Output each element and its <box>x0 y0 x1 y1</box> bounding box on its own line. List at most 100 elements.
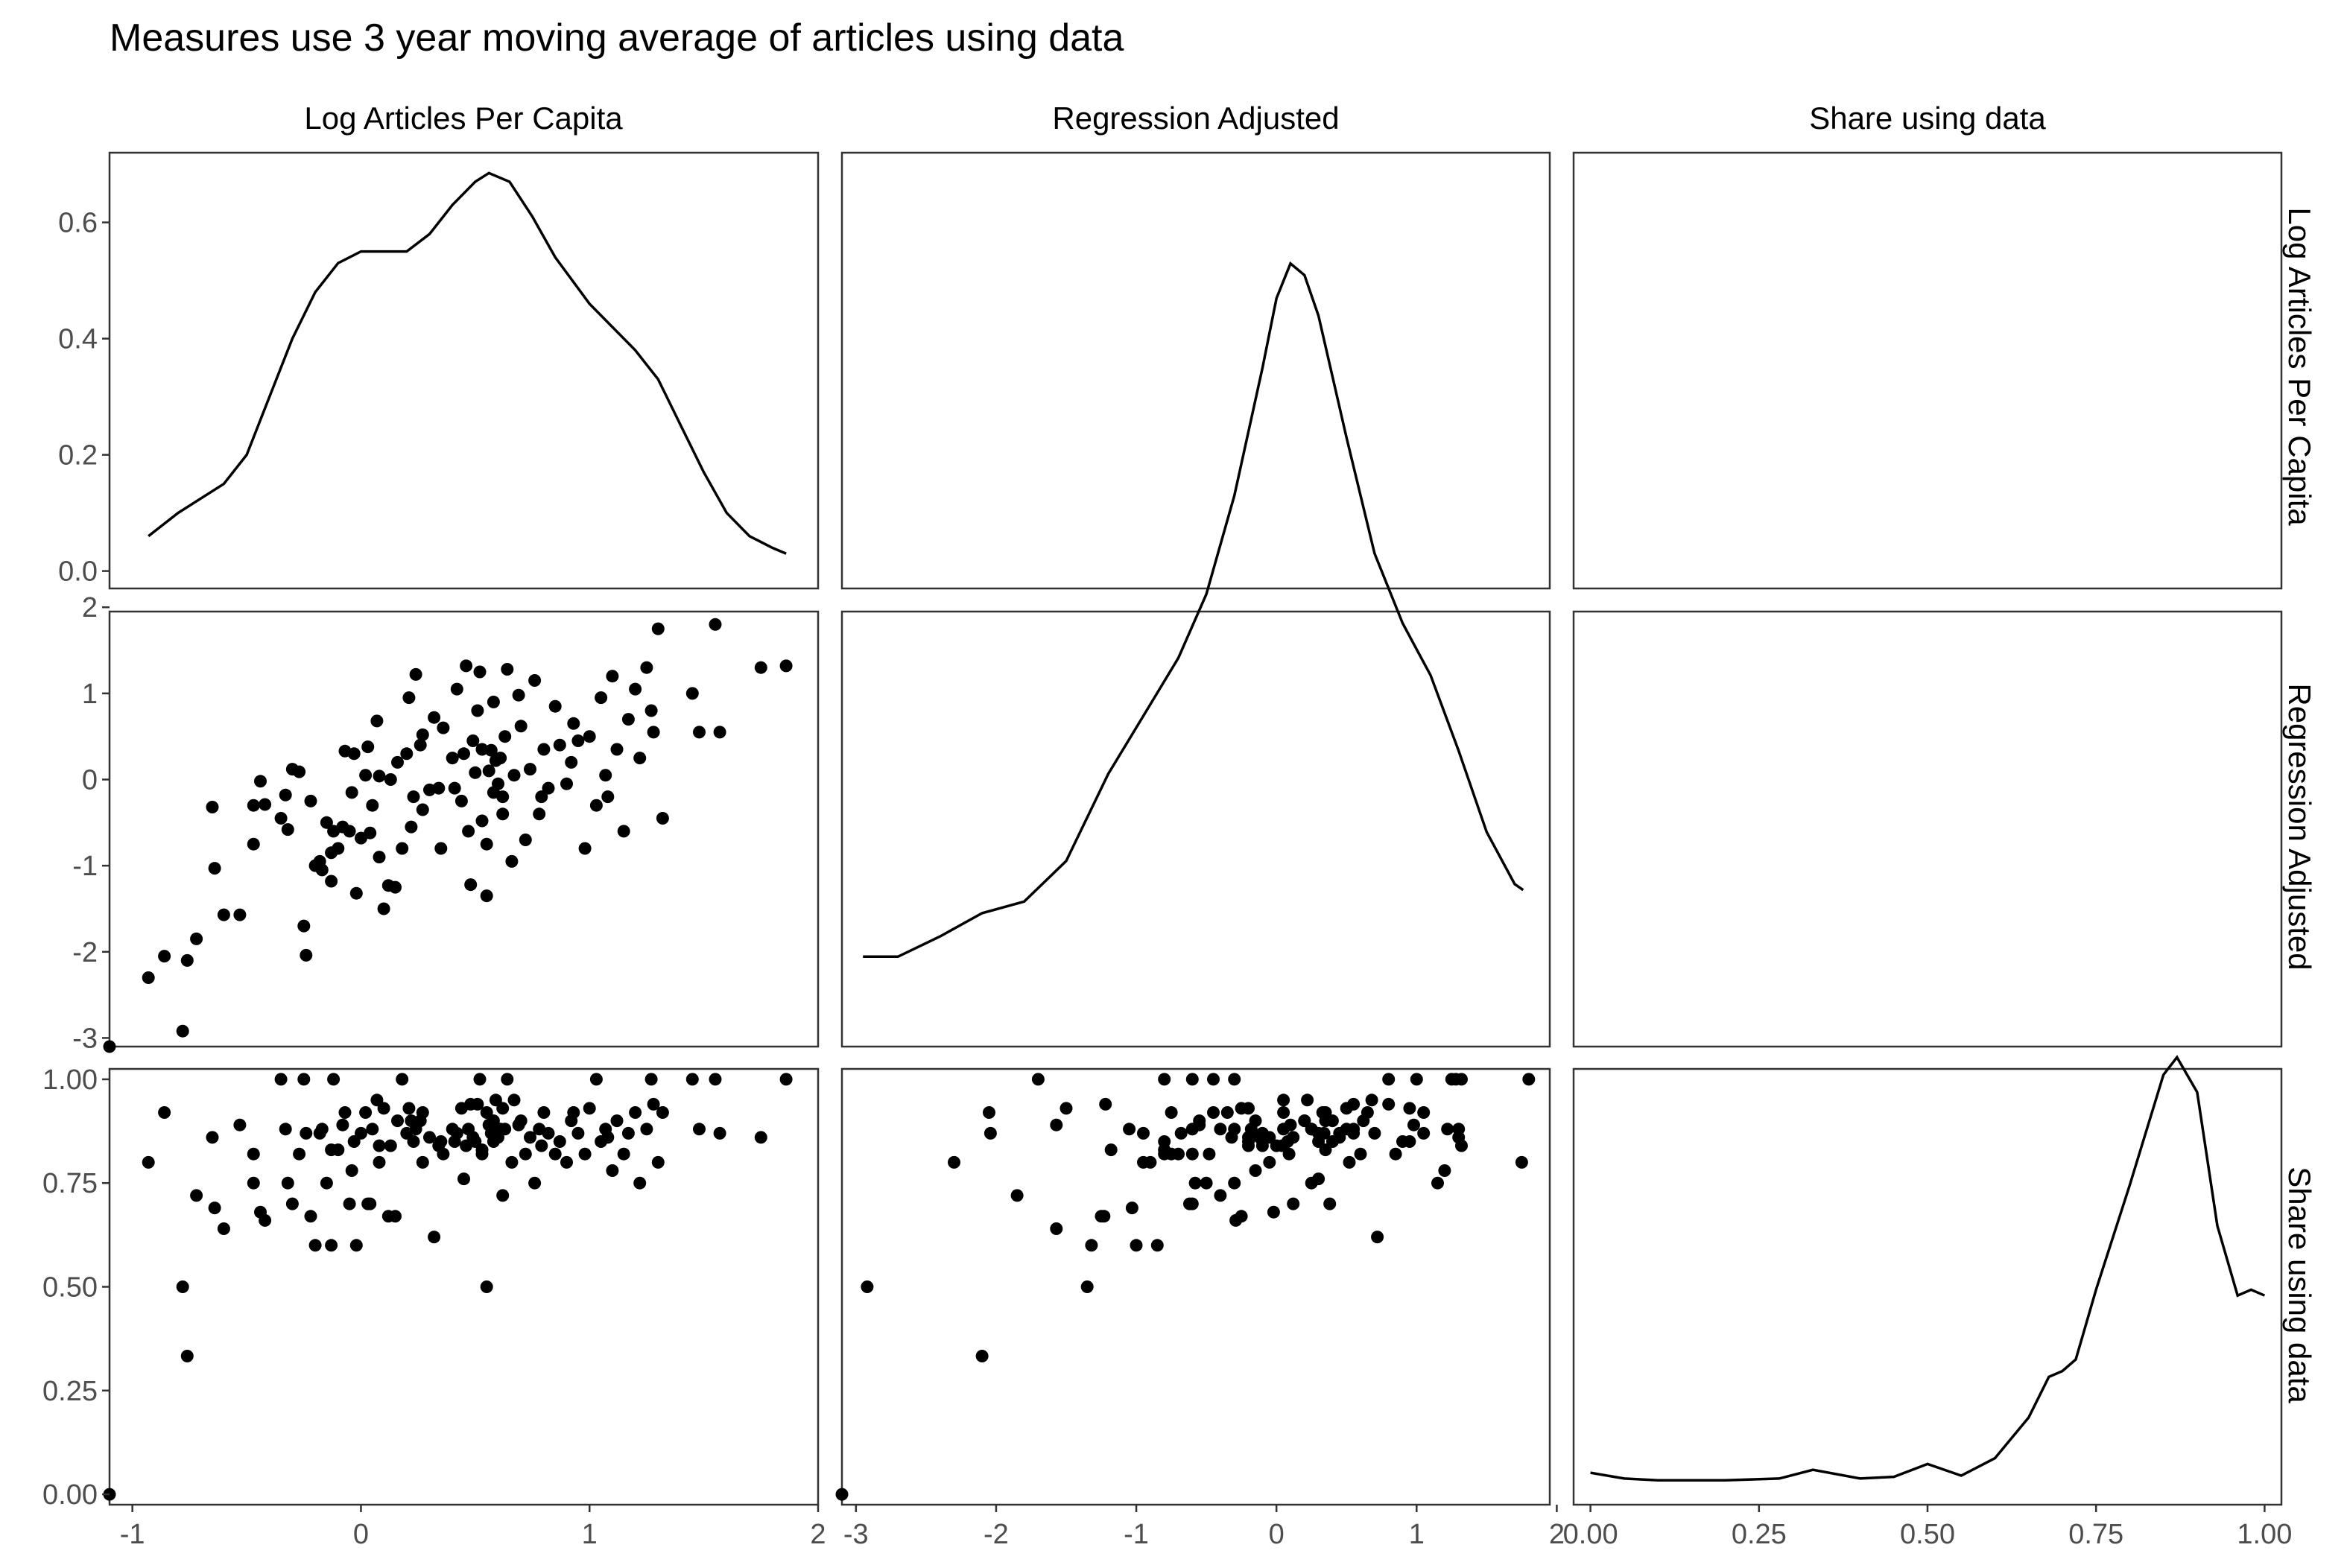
data-point <box>1371 1231 1384 1244</box>
data-point <box>494 752 507 765</box>
data-point <box>396 1073 409 1086</box>
panel-1-2 <box>840 151 1551 590</box>
data-point <box>507 769 521 782</box>
data-point <box>332 1143 345 1157</box>
data-point <box>336 1118 349 1131</box>
data-point <box>528 1176 542 1190</box>
data-point <box>779 659 793 673</box>
panel-1-1 <box>108 151 820 590</box>
data-point <box>327 1073 341 1086</box>
data-point <box>1158 1073 1171 1086</box>
data-point <box>247 1176 260 1190</box>
data-point <box>1249 1114 1262 1128</box>
data-point <box>285 1197 299 1210</box>
data-point <box>464 878 478 892</box>
data-point <box>1242 1131 1255 1144</box>
data-point <box>1099 1097 1112 1111</box>
data-point <box>610 1114 624 1128</box>
data-point <box>507 1094 521 1107</box>
data-point <box>1343 1155 1356 1169</box>
data-point <box>644 1073 658 1086</box>
scatter-panel-share-vs-reg <box>835 1073 1536 1501</box>
data-point <box>359 769 373 782</box>
data-point <box>233 1118 247 1131</box>
data-point <box>567 1106 580 1119</box>
data-point <box>484 743 498 757</box>
data-point <box>1050 1222 1063 1235</box>
data-point <box>1235 1210 1248 1223</box>
data-point <box>1185 1123 1199 1136</box>
data-point <box>259 798 272 811</box>
data-point <box>1455 1073 1468 1086</box>
data-point <box>548 1147 562 1161</box>
data-point <box>601 790 615 804</box>
data-point <box>578 842 592 855</box>
data-point <box>469 766 482 779</box>
data-point <box>279 1123 292 1136</box>
data-point <box>247 837 260 851</box>
data-point <box>361 740 375 754</box>
data-point <box>1010 1189 1024 1202</box>
data-point <box>685 687 699 700</box>
density-curve-log <box>148 171 787 555</box>
data-point <box>1183 1197 1196 1210</box>
data-point <box>389 880 402 894</box>
data-point <box>1407 1118 1420 1131</box>
data-point <box>1060 1102 1073 1115</box>
data-point <box>274 812 288 825</box>
data-point <box>217 908 230 921</box>
data-point <box>709 1073 722 1086</box>
data-point <box>754 1131 767 1144</box>
data-point <box>428 1231 441 1244</box>
data-point <box>1214 1123 1227 1136</box>
data-point <box>345 1164 358 1177</box>
data-point <box>578 1147 592 1161</box>
data-point <box>583 730 596 743</box>
data-point <box>610 743 624 756</box>
data-point <box>414 738 427 752</box>
data-point <box>1185 1147 1199 1161</box>
data-point <box>1452 1131 1466 1144</box>
data-point <box>1431 1176 1444 1190</box>
y-tick-label: 1.00 <box>42 1064 98 1096</box>
data-point <box>629 1106 642 1119</box>
x-tick-label: -3 <box>843 1519 869 1550</box>
data-point <box>647 1097 660 1111</box>
data-point <box>975 1350 989 1362</box>
data-point <box>1150 1239 1164 1252</box>
data-point <box>1214 1189 1227 1202</box>
data-point <box>713 1126 726 1140</box>
data-point <box>553 1135 566 1148</box>
y-tick-label: 0.75 <box>42 1168 98 1199</box>
data-point <box>158 950 171 963</box>
data-point <box>621 713 635 726</box>
data-point <box>1165 1106 1178 1119</box>
data-point <box>325 846 338 860</box>
data-point <box>501 663 514 676</box>
x-tick-label: -1 <box>120 1519 145 1550</box>
data-point <box>176 1280 189 1293</box>
data-point <box>519 1147 532 1161</box>
data-point <box>1312 1172 1325 1186</box>
data-point <box>1185 1073 1199 1086</box>
data-point <box>560 1155 573 1169</box>
data-point <box>1441 1123 1454 1136</box>
data-point <box>1137 1126 1150 1140</box>
data-point <box>457 1172 470 1186</box>
data-point <box>640 661 653 674</box>
x-tick-label: 2 <box>1549 1519 1565 1550</box>
data-point <box>565 755 578 769</box>
data-point <box>1267 1205 1280 1219</box>
data-point <box>190 1189 203 1202</box>
data-point <box>754 661 767 674</box>
data-point <box>1305 1123 1318 1136</box>
data-point <box>466 1131 480 1144</box>
x-tick-label: 1.00 <box>2237 1519 2292 1550</box>
data-point <box>1242 1102 1255 1115</box>
data-point <box>1031 1073 1045 1086</box>
data-point <box>454 794 468 807</box>
row-strip-regression-adjusted: Regression Adjusted <box>2282 683 2317 970</box>
data-point <box>281 823 294 837</box>
y-tick-label: 0.00 <box>42 1479 98 1511</box>
